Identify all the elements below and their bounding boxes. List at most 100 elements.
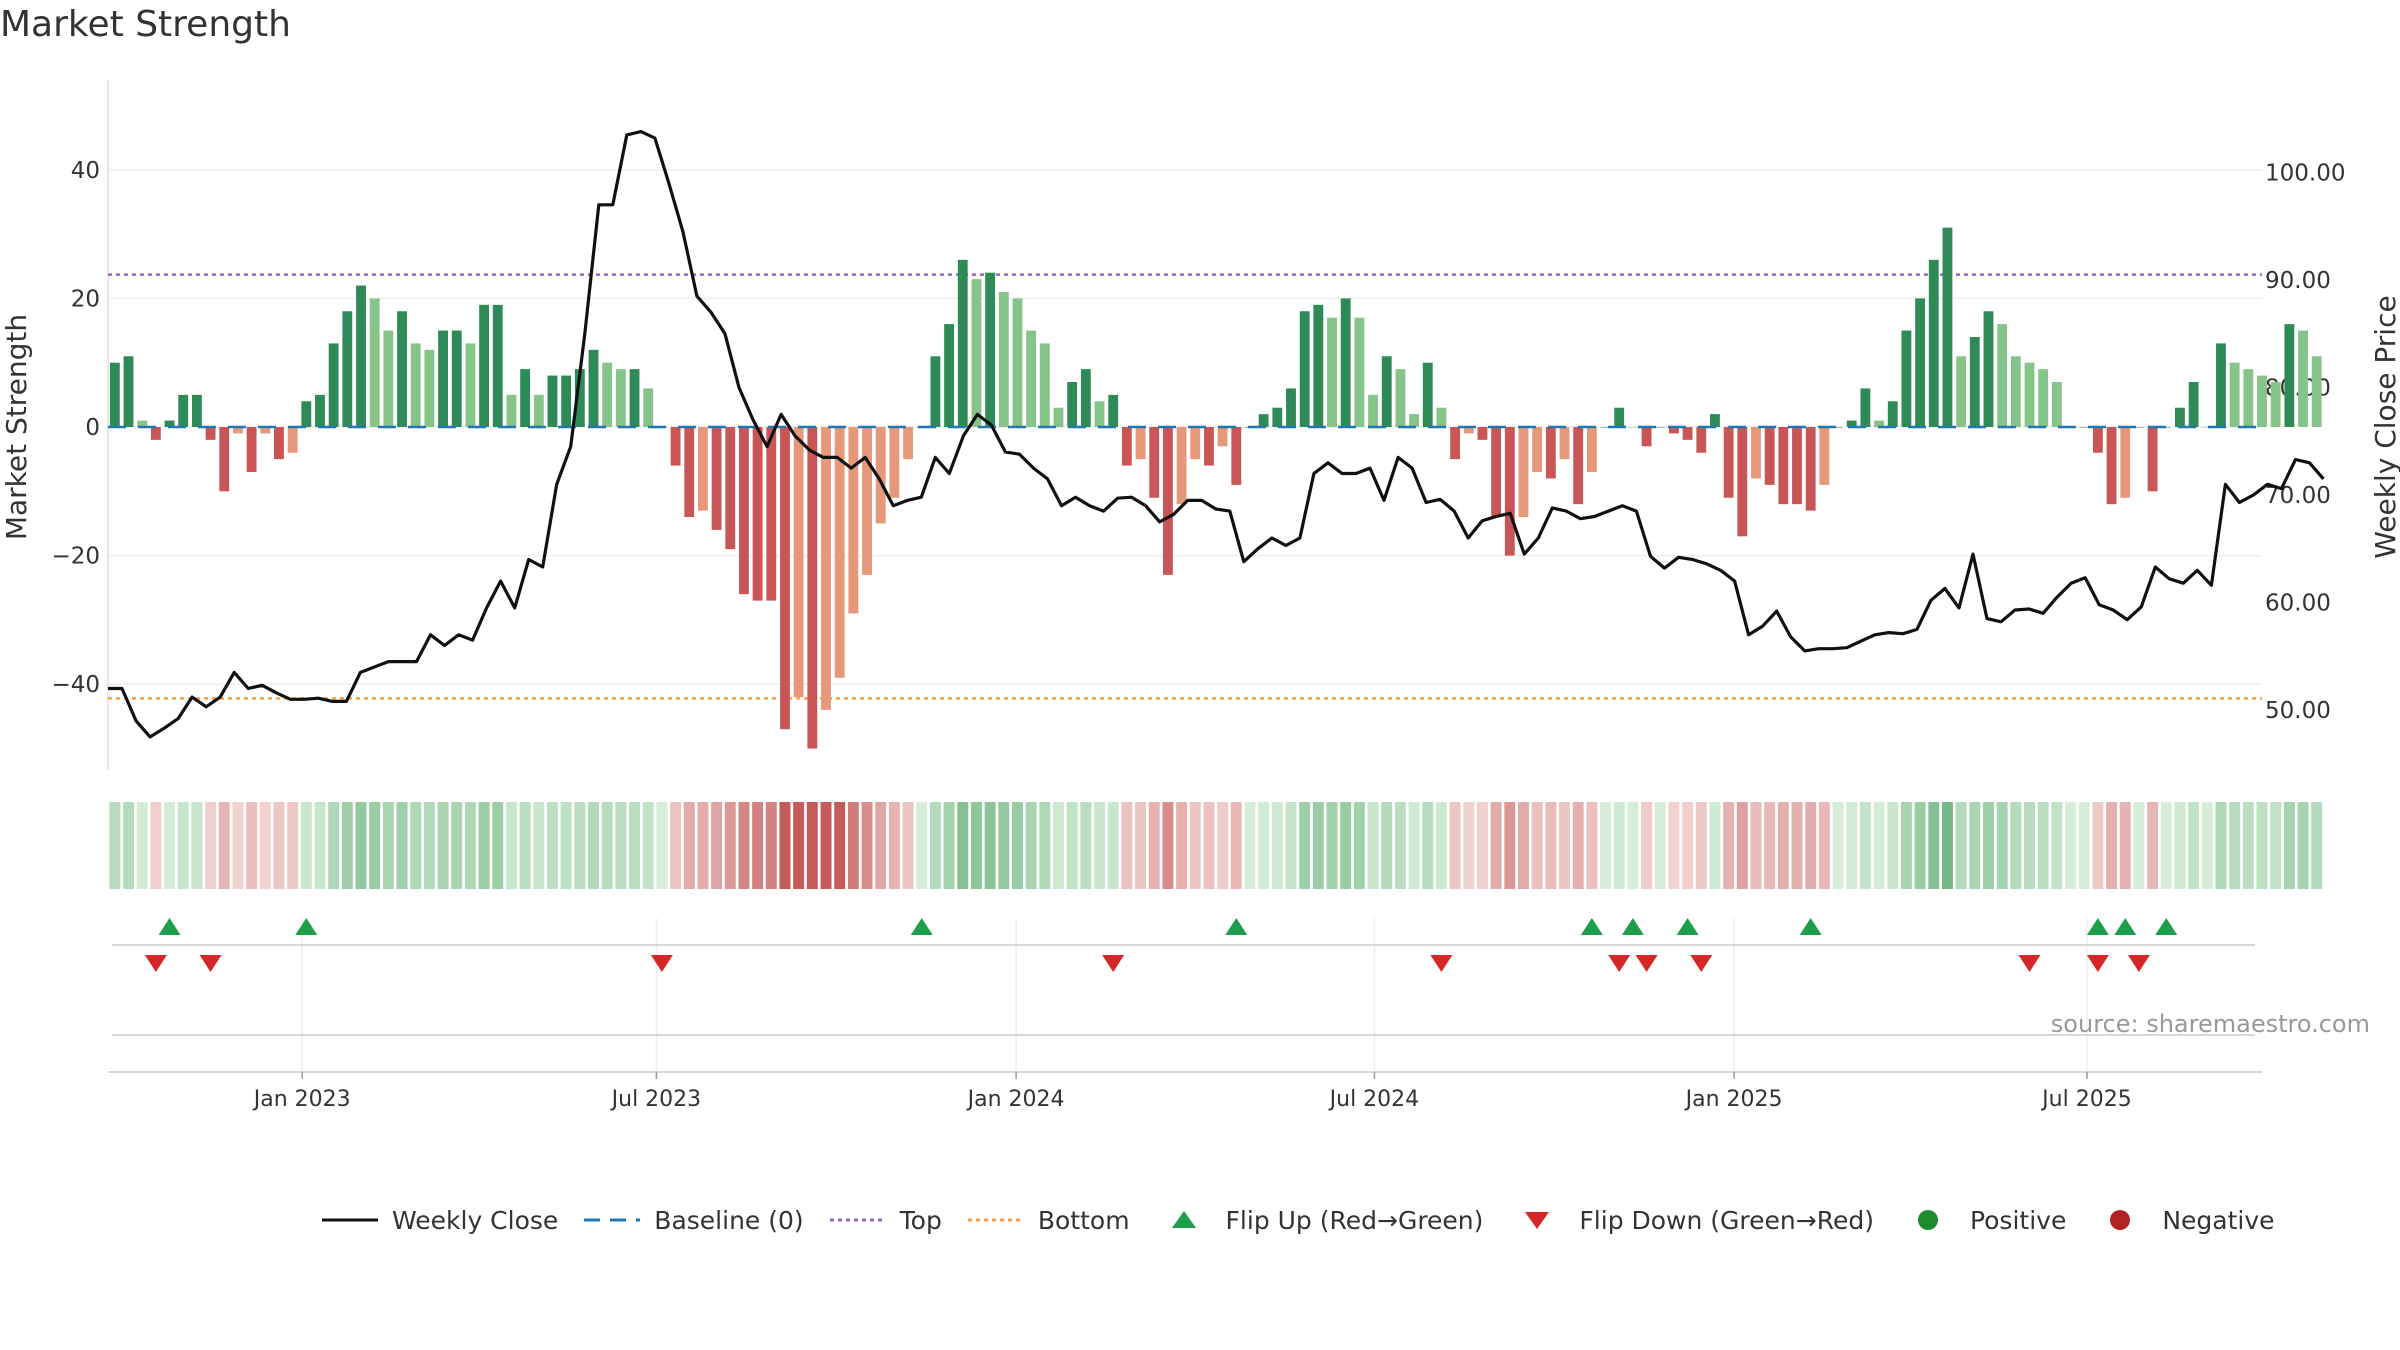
heat-cell [1094,802,1105,889]
legend-label: Flip Down (Green→Red) [1579,1205,1874,1235]
heat-cell [1928,802,1940,889]
heat-cell [232,802,244,889]
strength-bar [1176,427,1187,505]
y2-tick-label: 90.00 [2265,268,2331,294]
flip-up-marker [2114,918,2137,935]
legend-item-bottom: Bottom [966,1206,1130,1235]
heat-cell [820,802,832,889]
strength-bar [2038,369,2049,427]
heat-cell [1285,802,1297,889]
strength-bar [2092,427,2103,453]
strength-bar [1928,259,1939,427]
heat-cell [1531,802,1543,889]
heat-cell [1723,802,1735,889]
heat-cell [1367,802,1379,889]
x-tick-label: Jan 2024 [966,1087,1065,1112]
flip-down-marker [1430,955,1453,972]
triangle-up-icon-shape [1171,1211,1196,1228]
strength-bar [1286,388,1296,427]
flip-up-marker [1799,918,1822,935]
strength-bar [752,427,763,601]
strength-bar [1559,427,1570,460]
heat-cell [1805,802,1817,889]
flip-down-marker [650,955,673,972]
strength-bar [191,394,202,427]
legend-label: Baseline (0) [654,1205,804,1235]
heat-cell [1271,802,1283,889]
flip-up-marker [2086,918,2109,935]
heat-cell [1148,802,1160,889]
legend-item-positive: Positive [1898,1206,2066,1235]
heat-cell [1873,802,1885,889]
legend-label: Negative [2162,1205,2275,1235]
strength-bar [834,427,845,678]
triangle-down-icon-shape [1525,1212,1550,1229]
heat-cell [1613,802,1625,889]
heat-cell [2270,802,2282,889]
flip-down-marker [1690,955,1713,972]
dotted-line-icon [967,1218,1024,1222]
strength-bar [383,330,394,427]
flip-up-marker [1225,918,1248,935]
heat-cell [1312,802,1324,889]
legend-label: Weekly Close [392,1205,559,1235]
strength-bar [219,427,230,492]
flip-down-marker [199,955,222,972]
strength-bar [1997,324,2008,427]
heat-cell [1654,802,1666,889]
heat-cell [998,802,1010,889]
flip-down-marker [1635,955,1658,972]
heat-cell [834,802,846,889]
legend-label: Top [899,1205,942,1235]
heat-cell [1135,802,1147,889]
heat-cell [1846,802,1858,889]
strength-bar [1586,427,1597,473]
strength-bar [2161,427,2172,428]
heat-cell [847,802,859,889]
legend-item-flipUp: Flip Up (Red→Green) [1154,1206,1483,1235]
page-title: Market Strength [0,4,291,45]
heat-cell [656,802,668,889]
heat-cell [1162,802,1174,889]
strength-bar [684,427,695,518]
strength-bar [1354,317,1365,427]
heat-cell [560,802,572,889]
strength-bar [1764,427,1775,485]
circle-icon-shape [2110,1210,2131,1230]
strength-bar [1012,298,1023,427]
strength-bar [1313,304,1324,427]
heat-cell [314,802,326,889]
strength-bar [1860,388,1871,427]
heat-cell [1490,802,1502,889]
strength-bar [2024,362,2035,427]
strength-bar [643,388,654,427]
heat-cell [793,802,805,889]
heat-cell [1914,802,1926,889]
heat-cell [1176,802,1188,889]
heat-cell [1463,802,1475,889]
strength-bar [1135,427,1146,460]
strength-bar [1108,394,1119,427]
heat-cell [341,802,353,889]
strength-bar [1381,356,1392,427]
strength-bar [780,427,790,730]
legend-label: Positive [1969,1205,2067,1235]
heat-cell [451,802,463,889]
heat-cell [2065,802,2077,889]
heat-cell [109,802,121,889]
strength-bar [1504,427,1515,556]
triangle-up-icon [1171,1211,1196,1228]
heat-cell [259,802,271,889]
heat-cell [300,802,312,889]
heat-cell [1504,802,1516,889]
dashed-line-icon [584,1218,641,1222]
strength-bar [1915,298,1926,427]
heat-cell [1326,802,1338,889]
strength-bar [1190,427,1201,460]
heat-cell [738,802,750,889]
strength-bar [533,394,544,427]
heat-cell [1053,802,1064,889]
heat-cell [2229,802,2241,889]
triangle-down-icon [1525,1212,1550,1229]
